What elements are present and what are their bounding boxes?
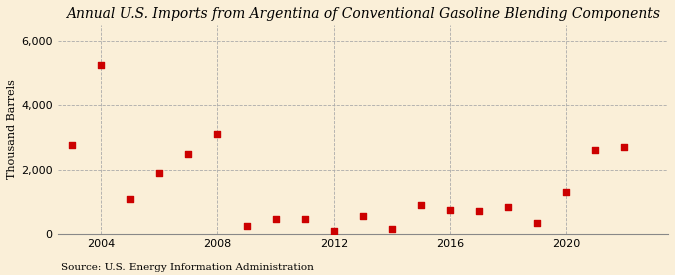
Title: Annual U.S. Imports from Argentina of Conventional Gasoline Blending Components: Annual U.S. Imports from Argentina of Co… <box>66 7 660 21</box>
Point <box>503 204 514 209</box>
Point <box>125 196 136 201</box>
Point <box>416 203 427 207</box>
Point <box>619 145 630 149</box>
Point <box>154 170 165 175</box>
Point <box>532 221 543 225</box>
Point <box>67 143 78 148</box>
Point <box>561 190 572 194</box>
Point <box>241 224 252 228</box>
Text: Source: U.S. Energy Information Administration: Source: U.S. Energy Information Administ… <box>61 263 314 272</box>
Point <box>590 148 601 153</box>
Point <box>387 227 398 231</box>
Y-axis label: Thousand Barrels: Thousand Barrels <box>7 79 17 179</box>
Point <box>270 217 281 222</box>
Point <box>445 208 456 212</box>
Point <box>328 229 339 233</box>
Point <box>358 214 369 218</box>
Point <box>299 217 310 222</box>
Point <box>96 63 107 67</box>
Point <box>474 209 485 214</box>
Point <box>212 132 223 136</box>
Point <box>183 151 194 156</box>
